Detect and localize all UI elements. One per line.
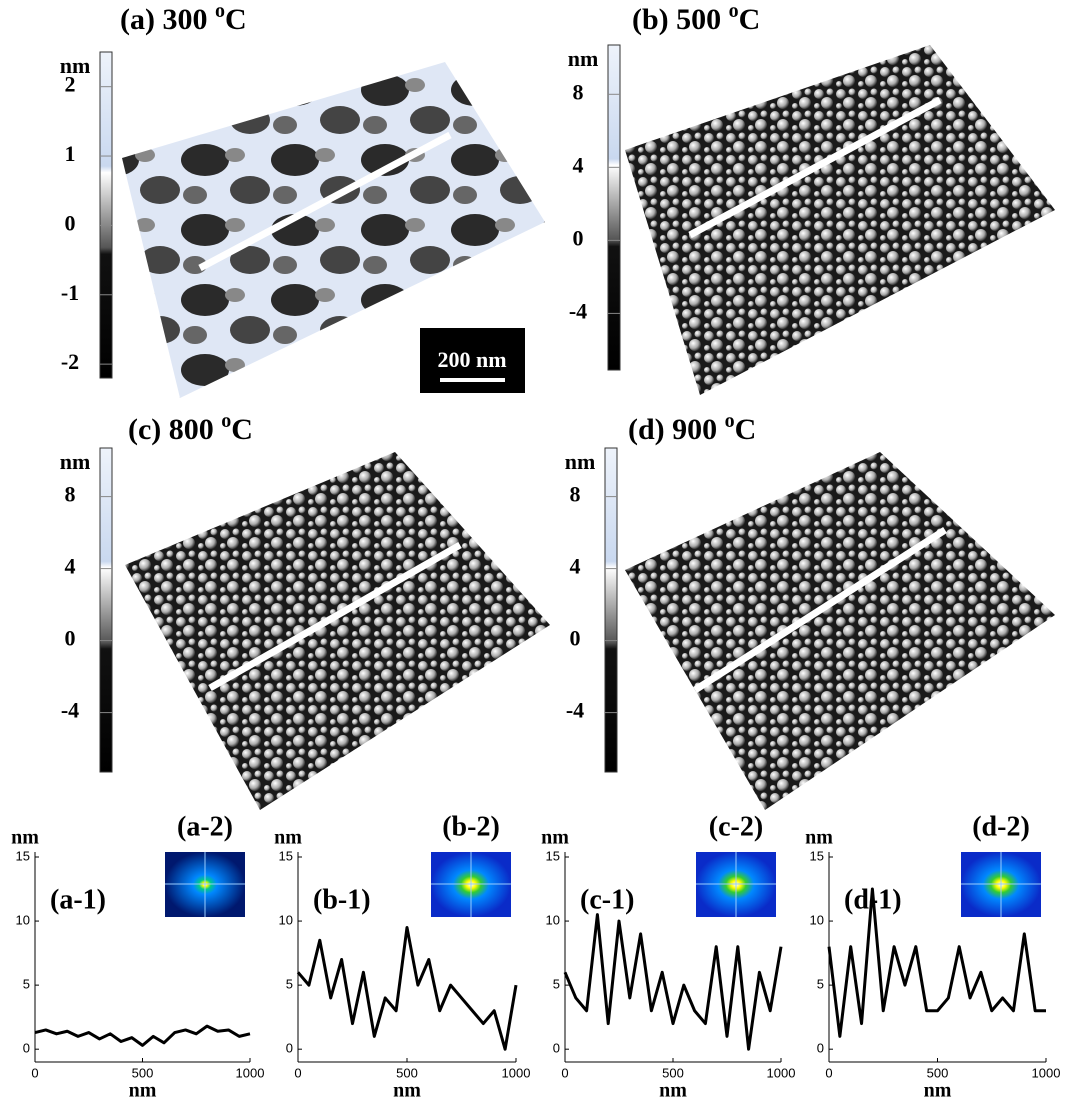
colorbar (604, 447, 618, 773)
panel-title: (b) 500 oC (632, 0, 760, 36)
title-unit: C (225, 3, 247, 36)
colorbar (99, 51, 113, 379)
y-axis-label: nm (541, 827, 569, 849)
title-unit: C (231, 413, 253, 446)
panel-title: (d) 900 oC (628, 410, 756, 446)
colorbar-tick-label: -4 (569, 298, 587, 323)
y-tick-label: 5 (286, 977, 293, 992)
x-tick-label: 1000 (502, 1065, 531, 1080)
profile-curve (827, 887, 1046, 1038)
x-tick-label: 1000 (1032, 1065, 1061, 1080)
panel-title: (c) 800 oC (128, 410, 253, 446)
profile-line (693, 527, 947, 693)
scale-bar-box (420, 328, 525, 393)
x-tick-label: 1000 (236, 1065, 265, 1080)
colorbar-tick-label: -1 (61, 280, 79, 305)
colorbar-tick-label: -2 (61, 349, 79, 374)
colorbar-tick-label: 4 (573, 152, 584, 177)
x-axis-label: nm (924, 1080, 952, 1102)
inset-title: (c-2) (709, 811, 763, 842)
inset-title: (d-2) (972, 811, 1030, 842)
chart-title: (a-1) (50, 884, 106, 915)
profile-curve (563, 913, 783, 1051)
title-superscript: o (729, 0, 739, 22)
x-tick-label: 1000 (767, 1065, 796, 1080)
x-axis-label: nm (393, 1080, 421, 1102)
title-unit: C (735, 413, 757, 446)
x-tick-label: 500 (927, 1065, 949, 1080)
title-superscript: o (221, 410, 231, 432)
y-tick-label: 10 (810, 913, 824, 928)
title-label: (b) 500 (632, 3, 729, 36)
title-label: (d) 900 (628, 413, 725, 446)
chart-title: (b-1) (313, 884, 371, 915)
x-tick-label: 500 (662, 1065, 684, 1080)
y-tick-label: 10 (546, 913, 560, 928)
y-tick-label: 5 (817, 977, 824, 992)
panel-title: (a) 300 oC (120, 0, 247, 36)
y-tick-label: 15 (16, 848, 30, 863)
afm-surface (122, 62, 545, 398)
colorbar-unit: nm (565, 449, 596, 474)
colorbar-tick-label: 0 (570, 626, 581, 651)
y-tick-label: 0 (817, 1041, 824, 1056)
afm-surface (125, 452, 550, 810)
colorbar-tick-label: 8 (573, 79, 584, 104)
profile-curve (296, 925, 518, 1051)
title-label: (a) 300 (120, 3, 215, 36)
y-tick-label: 0 (553, 1041, 560, 1056)
y-tick-label: 15 (279, 848, 293, 863)
x-tick-label: 0 (294, 1065, 301, 1080)
colorbar-tick-label: 8 (570, 482, 581, 507)
y-tick-label: 0 (23, 1041, 30, 1056)
y-axis-label: nm (274, 827, 302, 849)
profile-line (198, 131, 452, 272)
inset-title: (b-2) (442, 811, 500, 842)
colorbar-tick-label: 0 (65, 210, 76, 235)
afm-surface (625, 45, 1055, 395)
inset-title: (a-2) (177, 811, 233, 842)
colorbar-tick-label: 1 (65, 141, 76, 166)
y-tick-label: 10 (279, 913, 293, 928)
profile-curve (34, 1024, 251, 1047)
title-superscript: o (215, 0, 225, 22)
colorbar-tick-label: 4 (570, 554, 581, 579)
colorbar-unit: nm (60, 449, 91, 474)
y-axis-label: nm (11, 827, 39, 849)
colorbar (607, 44, 621, 371)
profile-line (688, 96, 942, 239)
x-tick-label: 0 (825, 1065, 832, 1080)
y-tick-label: 15 (546, 848, 560, 863)
title-label: (c) 800 (128, 413, 221, 446)
title-unit: C (739, 3, 761, 36)
y-tick-label: 15 (810, 848, 824, 863)
colorbar-unit: nm (568, 46, 599, 71)
x-axis-label: nm (659, 1080, 687, 1102)
colorbar-unit: nm (60, 53, 91, 78)
x-tick-label: 0 (31, 1065, 38, 1080)
x-tick-label: 500 (396, 1065, 418, 1080)
title-superscript: o (725, 410, 735, 432)
y-tick-label: 0 (286, 1041, 293, 1056)
y-tick-label: 5 (23, 977, 30, 992)
profile-line (208, 541, 462, 692)
colorbar (99, 447, 113, 773)
x-tick-label: 500 (132, 1065, 154, 1080)
y-tick-label: 10 (16, 913, 30, 928)
x-axis-label: nm (129, 1080, 157, 1102)
x-tick-label: 0 (561, 1065, 568, 1080)
chart-title: (c-1) (580, 884, 634, 915)
colorbar-tick-label: -4 (566, 698, 584, 723)
colorbar-tick-label: 4 (65, 554, 76, 579)
colorbar-tick-label: -4 (61, 698, 79, 723)
colorbar-tick-label: 0 (573, 225, 584, 250)
colorbar-tick-label: 0 (65, 626, 76, 651)
y-tick-label: 5 (553, 977, 560, 992)
colorbar-tick-label: 8 (65, 482, 76, 507)
scale-bar-label: 200 nm (437, 347, 506, 372)
y-axis-label: nm (805, 827, 833, 849)
afm-surface (625, 452, 1055, 810)
colorbar-tick-label: 2 (65, 72, 76, 97)
